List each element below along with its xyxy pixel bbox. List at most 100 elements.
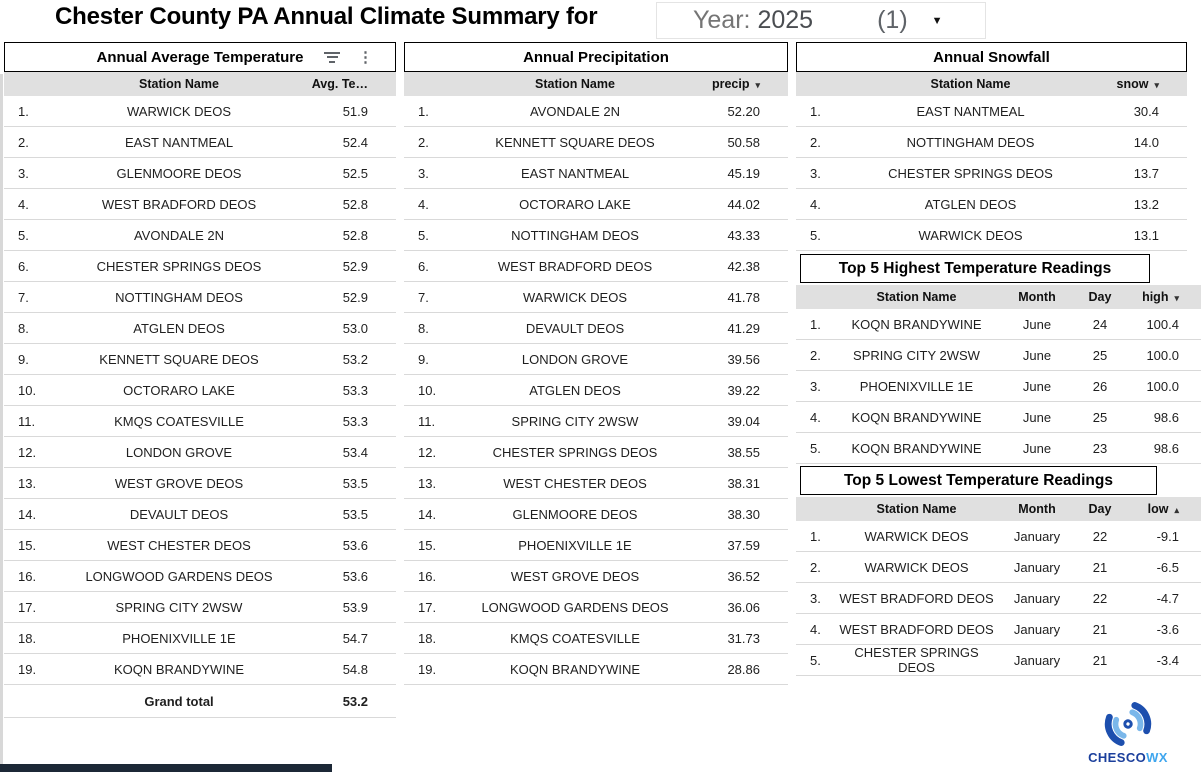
dropdown-caret-icon[interactable]: ▼: [931, 14, 943, 27]
column-header-precip[interactable]: precip ▾: [711, 77, 760, 91]
table-row: 19. KOQN BRANDYWINE 28.86: [404, 654, 788, 685]
day-cell: 21: [1092, 621, 1108, 637]
month-cell: January: [1013, 559, 1061, 575]
station-name: WARWICK DEOS: [918, 227, 1023, 243]
station-name: CHESTER SPRINGS DEOS: [854, 645, 979, 675]
value-cell: 53.5: [342, 506, 368, 522]
value-cell: -6.5: [1156, 559, 1179, 575]
value-cell: 54.8: [342, 661, 368, 677]
table-row: 1. EAST NANTMEAL 30.4: [796, 96, 1187, 127]
row-index: 1.: [418, 103, 429, 119]
value-cell: 53.2: [342, 351, 368, 367]
month-cell: June: [1022, 347, 1052, 363]
station-name: DEVAULT DEOS: [129, 506, 229, 522]
column-header-station[interactable]: Station Name: [139, 77, 219, 91]
value-cell: -3.6: [1156, 621, 1179, 637]
value-cell: 42.38: [727, 258, 760, 274]
value-cell: -9.1: [1156, 528, 1179, 544]
year-filter-value: 2025: [757, 6, 814, 34]
row-index: 5.: [810, 652, 821, 668]
row-index: 5.: [418, 227, 429, 243]
precipitation-body: 1. AVONDALE 2N 52.20 2. KENNETT SQUARE DEOS 5…: [404, 96, 788, 685]
station-name: KOQN BRANDYWINE: [509, 661, 640, 677]
row-index: 17.: [418, 599, 437, 615]
table-row: 12. LONDON GROVE 53.4: [4, 437, 396, 468]
avg-temperature-title: Annual Average Temperature ⋮: [4, 42, 396, 72]
row-index: 1.: [810, 316, 821, 332]
value-cell: 100.4: [1146, 316, 1179, 332]
month-cell: June: [1022, 409, 1052, 425]
day-cell: 22: [1092, 590, 1108, 606]
column-header-month[interactable]: Month: [1018, 502, 1056, 516]
value-cell: 36.52: [727, 568, 760, 584]
kebab-menu-icon[interactable]: ⋮: [358, 48, 373, 66]
column-header-station[interactable]: Station Name: [930, 77, 1011, 91]
value-cell: 44.02: [727, 196, 760, 212]
station-name: KMQS COATESVILLE: [510, 630, 640, 646]
table-row: 9. LONDON GROVE 39.56: [404, 344, 788, 375]
row-index: 17.: [18, 599, 37, 615]
column-header-day[interactable]: Day: [1088, 502, 1112, 516]
precipitation-header-row: Station Name precip ▾: [404, 72, 788, 96]
station-name: LONDON GROVE: [125, 444, 233, 460]
station-name: NOTTINGHAM DEOS: [511, 227, 639, 243]
logo-text: CHESCOWX: [1088, 750, 1168, 765]
station-name: NOTTINGHAM DEOS: [115, 289, 243, 305]
row-index: 1.: [18, 103, 29, 119]
table-row: 11. SPRING CITY 2WSW 39.04: [404, 406, 788, 437]
avg-temperature-body: 1. WARWICK DEOS 51.9 2. EAST NANTMEAL 52.4 3. G…: [4, 96, 396, 685]
row-index: 4.: [810, 196, 821, 212]
row-index: 13.: [418, 475, 437, 491]
station-name: EAST NANTMEAL: [916, 103, 1025, 119]
column-header-day[interactable]: Day: [1088, 290, 1112, 304]
row-index: 4.: [418, 196, 429, 212]
station-name: GLENMOORE DEOS: [116, 165, 242, 181]
row-index: 6.: [18, 258, 29, 274]
filter-icon[interactable]: [324, 49, 340, 65]
table-row: 10. OCTORARO LAKE 53.3: [4, 375, 396, 406]
column-header-station[interactable]: Station Name: [535, 77, 615, 91]
column-header-station[interactable]: Station Name: [876, 290, 957, 304]
day-cell: 25: [1092, 409, 1108, 425]
snowfall-body: 1. EAST NANTMEAL 30.4 2. NOTTINGHAM DEOS 14.0…: [796, 96, 1187, 251]
row-index: 2.: [810, 559, 821, 575]
row-index: 3.: [18, 165, 29, 181]
table-row: 17. LONGWOOD GARDENS DEOS 36.06: [404, 592, 788, 623]
table-row: 15. PHOENIXVILLE 1E 37.59: [404, 530, 788, 561]
table-row: 5. CHESTER SPRINGS DEOS January 21 -3.4: [796, 645, 1201, 676]
column-header-snow[interactable]: snow ▾: [1116, 77, 1159, 91]
sort-desc-icon: ▾: [755, 80, 760, 90]
column-header-low[interactable]: low ▴: [1147, 502, 1179, 516]
station-name: KOQN BRANDYWINE: [851, 409, 982, 425]
table-row: 17. SPRING CITY 2WSW 53.9: [4, 592, 396, 623]
row-index: 2.: [810, 134, 821, 150]
station-name: KOQN BRANDYWINE: [113, 661, 244, 677]
value-cell: 54.7: [342, 630, 368, 646]
station-name: EAST NANTMEAL: [520, 165, 630, 181]
row-index: 14.: [18, 506, 37, 522]
value-cell: 39.22: [727, 382, 760, 398]
column-header-high[interactable]: high ▾: [1142, 290, 1179, 304]
value-cell: 36.06: [727, 599, 760, 615]
column-header-station[interactable]: Station Name: [876, 502, 957, 516]
table-row: 6. CHESTER SPRINGS DEOS 52.9: [4, 251, 396, 282]
station-name: ATGLEN DEOS: [133, 320, 225, 336]
year-filter-dropdown[interactable]: Year: 2025 (1) ▼: [656, 2, 986, 39]
table-row: 2. SPRING CITY 2WSW June 25 100.0: [796, 340, 1201, 371]
table-row: 8. DEVAULT DEOS 41.29: [404, 313, 788, 344]
value-cell: 52.9: [342, 258, 368, 274]
sort-asc-icon: ▴: [1174, 505, 1179, 515]
table-row: 7. NOTTINGHAM DEOS 52.9: [4, 282, 396, 313]
column-header-month[interactable]: Month: [1018, 290, 1056, 304]
column-header-avg-temp[interactable]: Avg. Te…: [311, 77, 368, 91]
lowest-temp-header-row: Station Name Month Day low ▴: [796, 497, 1201, 521]
value-cell: 13.1: [1133, 227, 1159, 243]
table-row: 3. GLENMOORE DEOS 52.5: [4, 158, 396, 189]
grand-total-label: Grand total: [144, 693, 214, 709]
highest-temp-header-row: Station Name Month Day high ▾: [796, 285, 1201, 309]
table-row: 9. KENNETT SQUARE DEOS 53.2: [4, 344, 396, 375]
row-index: 3.: [418, 165, 429, 181]
row-index: 4.: [810, 621, 821, 637]
highest-temp-title: Top 5 Highest Temperature Readings: [800, 254, 1150, 283]
value-cell: 52.5: [342, 165, 368, 181]
